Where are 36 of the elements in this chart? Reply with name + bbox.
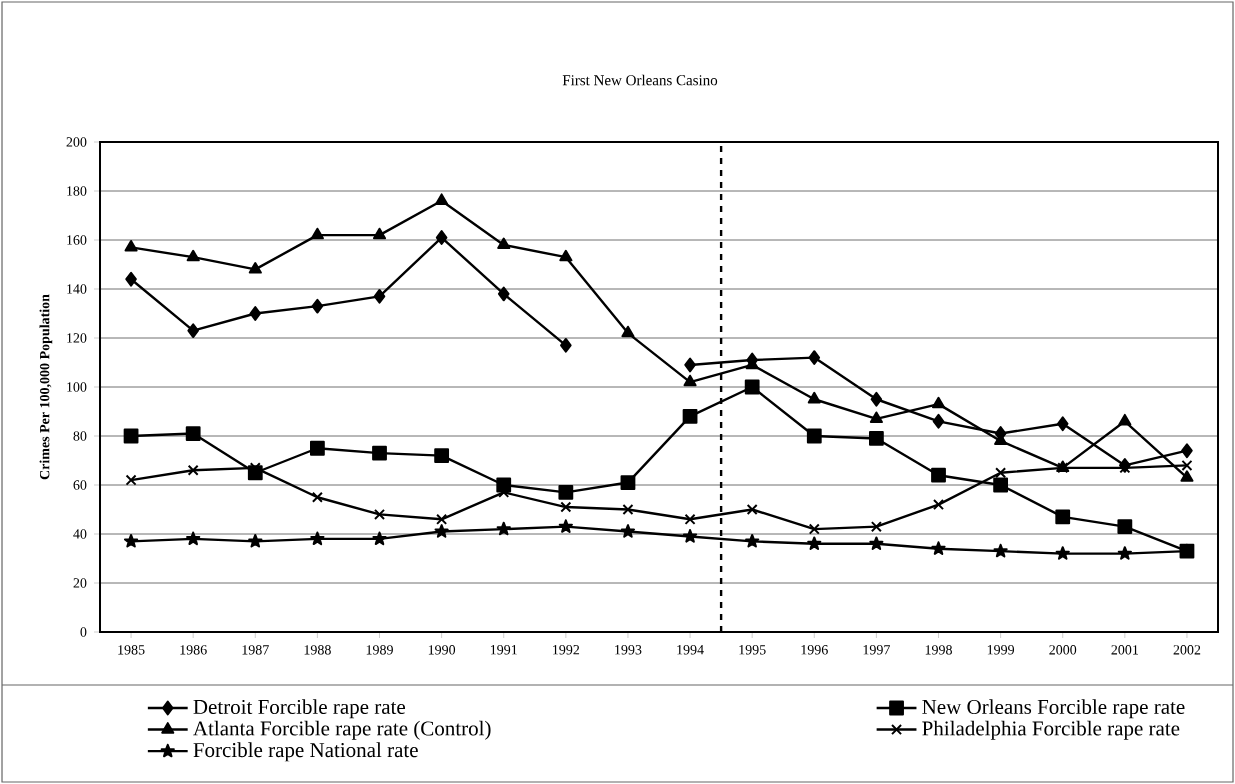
x-tick-label: 1998 bbox=[925, 645, 952, 655]
x-tick-label: 1991 bbox=[490, 645, 517, 655]
y-tick-label: 60 bbox=[73, 480, 87, 490]
y-tick-label: 100 bbox=[67, 382, 87, 392]
x-tick-label: 1985 bbox=[118, 645, 145, 655]
y-tick-label: 200 bbox=[66, 137, 87, 147]
x-tick-label: 1987 bbox=[242, 645, 269, 655]
x-tick-label: 1990 bbox=[428, 645, 456, 655]
x-tick-label: 2001 bbox=[1111, 645, 1138, 655]
y-tick-label: 0 bbox=[80, 627, 87, 637]
x-tick-label: 2000 bbox=[1049, 645, 1077, 655]
x-tick-label: 1986 bbox=[180, 645, 207, 655]
x-tick-label: 1995 bbox=[739, 645, 766, 655]
y-tick-label: 180 bbox=[67, 186, 87, 196]
x-tick-label: 1996 bbox=[801, 645, 828, 655]
legend-label: Philadelphia Forcible rape rate bbox=[922, 720, 1180, 740]
x-tick-label: 1999 bbox=[987, 645, 1015, 655]
y-tick-label: 40 bbox=[73, 529, 87, 539]
x-tick-label: 1993 bbox=[615, 645, 642, 655]
y-tick-label: 80 bbox=[73, 431, 87, 441]
x-tick-label: 1997 bbox=[863, 645, 890, 655]
legend-label: Forcible rape National rate bbox=[193, 742, 418, 762]
legend-label: Atlanta Forcible rape rate (Control) bbox=[193, 720, 491, 740]
y-tick-label: 20 bbox=[73, 578, 87, 588]
y-axis-title: Crimes Per 100,000 Population bbox=[39, 294, 53, 480]
x-tick-label: 1994 bbox=[677, 645, 704, 655]
x-tick-label: 1992 bbox=[553, 645, 580, 655]
x-tick-label: 1989 bbox=[366, 645, 393, 655]
chart-title: First New Orleans Casino bbox=[562, 74, 718, 86]
legend-label: Detroit Forcible rape rate bbox=[193, 699, 406, 719]
y-tick-label: 160 bbox=[67, 235, 87, 245]
y-tick-label: 140 bbox=[67, 284, 87, 294]
x-tick-label: 1988 bbox=[304, 645, 331, 655]
legend-label: New Orleans Forcible rape rate bbox=[922, 699, 1185, 719]
y-tick-label: 120 bbox=[67, 333, 87, 343]
x-tick-label: 2002 bbox=[1173, 645, 1201, 655]
